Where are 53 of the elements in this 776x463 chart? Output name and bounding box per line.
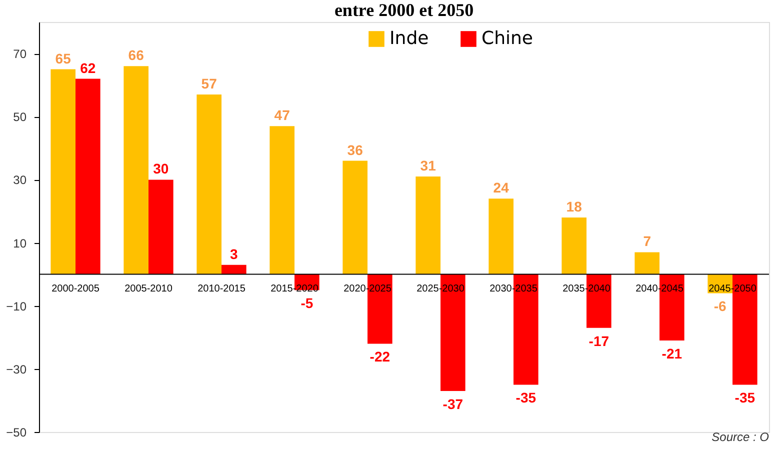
x-tick-label: 2000-2005 [52, 283, 100, 294]
data-label: 57 [201, 76, 218, 92]
data-label: -35 [516, 390, 536, 406]
data-label: -5 [300, 295, 314, 312]
x-tick-label: 2010-2015 [198, 283, 246, 294]
x-tick-label: 2030-2035 [490, 283, 538, 294]
bar [416, 176, 440, 274]
legend-label: Chine [482, 28, 533, 49]
y-tick-label: 50 [13, 110, 27, 124]
data-label: -35 [734, 390, 756, 406]
bar [124, 66, 148, 274]
x-tick-label: 2025-2030 [416, 283, 465, 294]
bar [222, 264, 246, 274]
x-tick-label: 2005-2010 [124, 283, 173, 294]
bar [76, 78, 100, 274]
x-tick-label: 2045-2050 [708, 283, 757, 294]
data-label: 3 [230, 246, 238, 262]
data-label: 18 [566, 198, 582, 215]
data-label: 31 [420, 158, 436, 174]
data-label: 62 [80, 60, 96, 76]
x-tick-label: 2035-2040 [562, 283, 611, 294]
x-tick-label: 2015-2020 [270, 283, 319, 294]
data-label: 7 [643, 233, 652, 250]
data-label: 36 [347, 142, 364, 158]
x-tick-label: 2040-2045 [636, 283, 684, 294]
bar [488, 198, 514, 274]
y-tick-label: 70 [13, 47, 27, 62]
bar [634, 252, 660, 274]
data-label: 47 [274, 107, 290, 124]
data-label: 65 [55, 50, 72, 66]
x-tick-label: 2020-2025 [344, 283, 392, 294]
data-label: -22 [370, 348, 390, 365]
bar [562, 218, 586, 274]
data-label: 30 [153, 160, 169, 177]
bar [196, 94, 222, 274]
annotation: Source : O [712, 430, 769, 444]
data-label: -6 [714, 298, 727, 314]
data-label: -37 [442, 396, 464, 412]
chart-title: entre 2000 et 2050 [334, 0, 474, 20]
data-label: -17 [588, 332, 610, 349]
bar [50, 69, 76, 274]
y-tick-label: −10 [6, 299, 27, 314]
bar [148, 180, 174, 274]
bar [270, 126, 294, 274]
legend-label: Inde [390, 28, 429, 49]
data-label: 66 [128, 47, 144, 64]
bar [342, 160, 368, 274]
y-tick-label: −50 [6, 426, 27, 440]
data-label: 24 [493, 180, 510, 196]
y-tick-label: 30 [13, 173, 27, 188]
data-label: -21 [662, 346, 682, 362]
y-tick-label: 10 [13, 236, 27, 250]
y-tick-label: −30 [6, 362, 27, 376]
